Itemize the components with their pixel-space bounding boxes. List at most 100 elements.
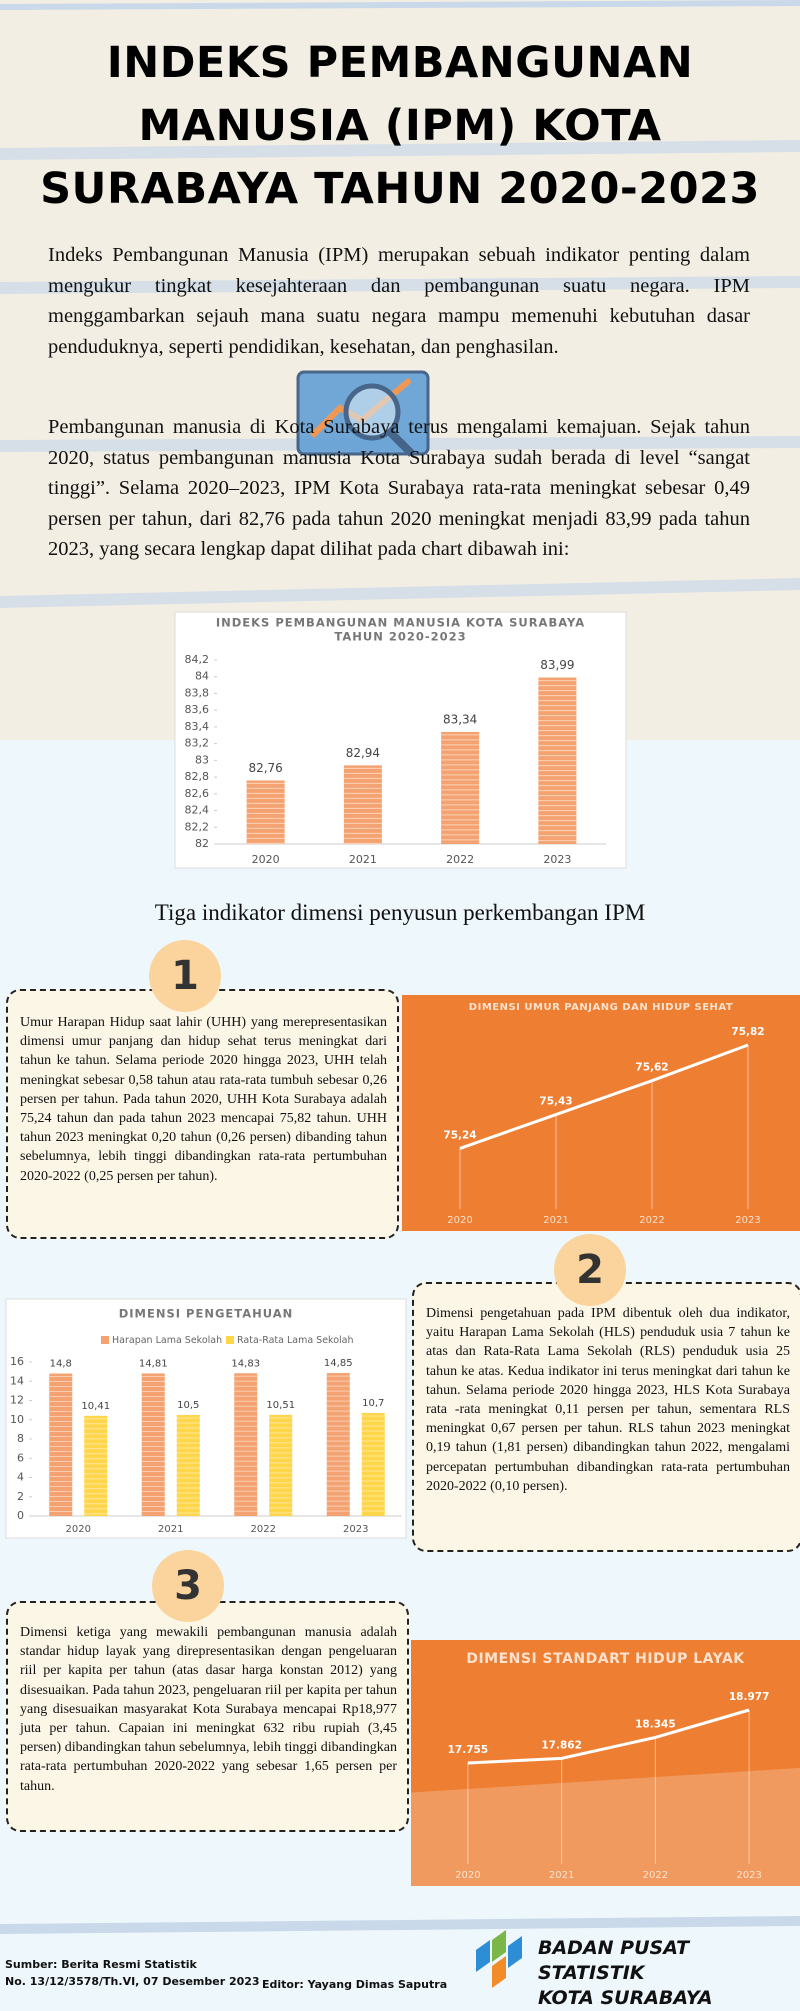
bar xyxy=(49,1373,73,1516)
value-label: 83,99 xyxy=(540,658,574,672)
y-tick-label: 8 xyxy=(17,1432,24,1445)
chart-title: TAHUN 2020-2023 xyxy=(334,630,466,644)
paragraph: Pembangunan manusia di Kota Surabaya ter… xyxy=(48,416,750,560)
bar xyxy=(343,765,382,844)
value-label: 17.755 xyxy=(448,1744,489,1756)
legend-label: Rata-Rata Lama Sekolah xyxy=(237,1335,354,1346)
chart-title: DIMENSI UMUR PANJANG DAN HIDUP SEHAT xyxy=(469,1002,733,1013)
chart: DIMENSI STANDART HIDUP LAYAK 2020 17.755 20… xyxy=(411,1640,800,1886)
title-line: SURABAYA TAHUN 2020-2023 xyxy=(40,164,760,214)
x-tick-label: 2023 xyxy=(735,1215,760,1226)
section-heading: Tiga indikator dimensi penyusun perkemba… xyxy=(154,900,646,925)
y-tick-label: 16 xyxy=(10,1355,24,1368)
x-tick-label: 2020 xyxy=(252,853,280,866)
value-label: 75,43 xyxy=(539,1096,572,1108)
x-tick-label: 2020 xyxy=(455,1870,480,1881)
value-label: 75,82 xyxy=(731,1026,764,1038)
value-label: 10,7 xyxy=(362,1398,384,1409)
y-tick-label: 83,4 xyxy=(185,720,210,733)
chart-lower-band xyxy=(411,1767,800,1886)
value-label: 14,85 xyxy=(324,1358,353,1369)
legend-swatch xyxy=(101,1336,109,1344)
y-tick-label: 10 xyxy=(10,1413,24,1426)
value-label: 18.345 xyxy=(635,1718,676,1730)
x-tick-label: 2021 xyxy=(543,1215,568,1226)
x-tick-label: 2022 xyxy=(446,853,474,866)
bar xyxy=(269,1414,293,1516)
bar xyxy=(234,1373,258,1516)
y-tick-label: 82 xyxy=(195,837,209,850)
stripe xyxy=(0,1916,800,1934)
chart-title: INDEKS PEMBANGUNAN MANUSIA KOTA SURABAYA xyxy=(216,616,585,630)
x-tick-label: 2022 xyxy=(251,1524,276,1535)
agency-line: BADAN PUSAT STATISTIK xyxy=(538,1937,690,1984)
y-tick-label: 0 xyxy=(17,1509,24,1522)
y-tick-label: 82,8 xyxy=(185,770,210,783)
value-label: 14,83 xyxy=(231,1358,260,1369)
y-tick-label: 83 xyxy=(195,753,209,766)
y-tick-label: 84 xyxy=(195,670,209,683)
bar xyxy=(176,1414,200,1516)
value-label: 83,34 xyxy=(443,712,477,726)
y-tick-label: 12 xyxy=(10,1394,24,1407)
y-tick-label: 84,2 xyxy=(185,653,210,666)
legend-swatch xyxy=(226,1336,234,1344)
y-tick-label: 82,4 xyxy=(185,804,210,817)
chart-title: DIMENSI STANDART HIDUP LAYAK xyxy=(466,1651,745,1667)
y-tick-label: 82,6 xyxy=(185,787,210,800)
value-label: 10,5 xyxy=(177,1400,199,1411)
y-tick-label: 2 xyxy=(17,1490,24,1503)
chart: INDEKS PEMBANGUNAN MANUSIA KOTA SURABAYA… xyxy=(174,611,627,869)
title-line: INDEKS PEMBANGUNAN xyxy=(106,38,694,88)
value-label: 10,51 xyxy=(266,1400,295,1411)
bar xyxy=(361,1413,385,1516)
value-label: 14,81 xyxy=(139,1358,168,1369)
stripe xyxy=(0,578,800,608)
x-tick-label: 2021 xyxy=(549,1870,574,1881)
bps-logo xyxy=(476,1930,522,1988)
editor: Editor: Yayang Dimas Saputra xyxy=(262,1978,448,1991)
text-box: Dimensi ketiga yang mewakili pembangunan… xyxy=(6,1601,409,1832)
y-tick-label: 83,6 xyxy=(185,703,210,716)
bar xyxy=(246,780,285,844)
y-tick-label: 6 xyxy=(17,1451,24,1464)
bar xyxy=(326,1373,350,1516)
x-tick-label: 2020 xyxy=(66,1524,91,1535)
y-tick-label: 82,2 xyxy=(185,820,210,833)
stripe xyxy=(0,0,800,10)
x-tick-label: 2020 xyxy=(447,1215,472,1226)
x-tick-label: 2023 xyxy=(343,1524,368,1535)
x-tick-label: 2022 xyxy=(639,1215,664,1226)
source: Sumber: Berita Resmi Statistik No. 13/12… xyxy=(5,1958,260,1988)
value-label: 82,76 xyxy=(248,761,282,775)
title-line: MANUSIA (IPM) KOTA xyxy=(138,101,662,151)
bar xyxy=(441,731,480,844)
title: INDEKS PEMBANGUNAN MANUSIA (IPM) KOTA SU… xyxy=(0,32,800,221)
value-label: 14,8 xyxy=(50,1359,72,1370)
y-tick-label: 83,2 xyxy=(185,737,210,750)
chart-title: DIMENSI PENGETAHUAN xyxy=(119,1307,294,1321)
analysis-icon xyxy=(296,370,430,457)
chart-background xyxy=(402,995,800,1231)
y-tick-label: 4 xyxy=(17,1471,24,1484)
chart: DIMENSI PENGETAHUAN Harapan Lama Sekolah R… xyxy=(5,1298,407,1539)
y-tick-label: 83,8 xyxy=(185,686,210,699)
x-tick-label: 2021 xyxy=(158,1524,183,1535)
line xyxy=(467,1708,750,1765)
source-line: No. 13/12/3578/Th.VI, 07 Desember 2023 xyxy=(5,1975,260,1988)
bar xyxy=(141,1373,165,1516)
source-line: Sumber: Berita Resmi Statistik xyxy=(5,1958,197,1971)
value-label: 17.862 xyxy=(541,1739,582,1751)
x-tick-label: 2022 xyxy=(643,1870,668,1881)
value-label: 18.977 xyxy=(729,1691,770,1703)
number-badge: 2 xyxy=(554,1234,626,1306)
bar xyxy=(84,1415,108,1516)
value-label: 75,62 xyxy=(635,1062,668,1074)
chart: DIMENSI UMUR PANJANG DAN HIDUP SEHAT 2020… xyxy=(402,995,800,1231)
x-tick-label: 2023 xyxy=(736,1870,761,1881)
number-badge: 3 xyxy=(152,1550,224,1622)
x-tick-label: 2023 xyxy=(543,853,571,866)
line xyxy=(459,1043,749,1150)
